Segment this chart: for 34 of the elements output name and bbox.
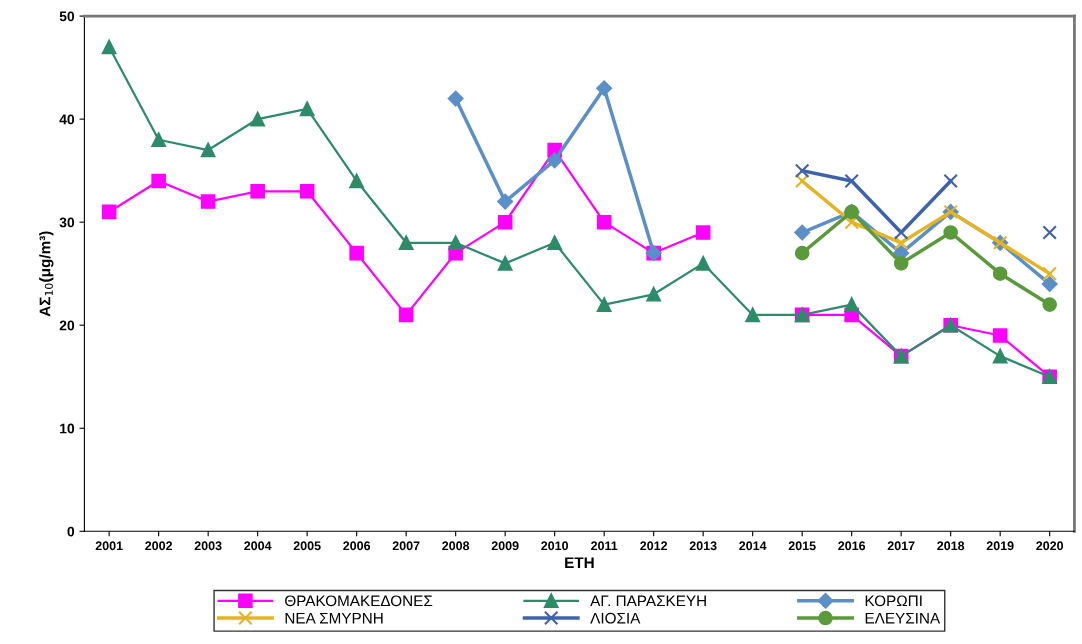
legend-label: ΘΡΑΚΟΜΑΚΕΔΟΝΕΣ bbox=[285, 595, 433, 607]
x-tick-label: 2011 bbox=[591, 541, 618, 551]
x-tick-label: 2008 bbox=[442, 541, 470, 551]
x-tick-label: 2012 bbox=[640, 541, 668, 551]
x-tick-label: 2004 bbox=[244, 541, 272, 551]
legend-label: ΑΓ. ΠΑΡΑΣΚΕΥΗ bbox=[590, 595, 706, 607]
x-tick-label: 2001 bbox=[95, 541, 123, 551]
x-tick-label: 2006 bbox=[343, 541, 371, 551]
x-tick-label: 2014 bbox=[739, 541, 767, 551]
legend-label: ΚΟΡΩΠΙ bbox=[865, 595, 922, 607]
x-tick-label: 2019 bbox=[986, 541, 1014, 551]
x-tick-label: 2020 bbox=[1036, 541, 1064, 551]
x-tick-label: 2003 bbox=[194, 541, 222, 551]
y-tick-label: 0 bbox=[67, 526, 75, 537]
y-tick-label: 30 bbox=[59, 217, 75, 228]
y-tick-label: 10 bbox=[60, 423, 75, 434]
x-tick-label: 2005 bbox=[293, 541, 321, 551]
x-tick-label: 2009 bbox=[491, 541, 519, 551]
y-axis-title: ΑΣ$_{10}$(μg/m³) bbox=[39, 231, 54, 317]
x-tick-label: 2002 bbox=[145, 541, 173, 551]
x-tick-label: 2007 bbox=[392, 541, 420, 551]
legend-label: ΝΕΑ ΣΜΥΡΝΗ bbox=[285, 612, 383, 624]
legend-label: ΕΛΕΥΣΙΝΑ bbox=[865, 612, 941, 624]
x-tick-label: 2010 bbox=[541, 541, 569, 551]
y-tick-label: 50 bbox=[59, 11, 75, 22]
y-tick-label: 20 bbox=[59, 320, 75, 331]
x-tick-label: 2013 bbox=[689, 541, 717, 551]
legend-label: ΛΙΟΣΙΑ bbox=[590, 612, 641, 624]
x-tick-label: 2017 bbox=[887, 541, 915, 551]
x-tick-label: 2016 bbox=[838, 541, 866, 551]
x-axis-title: ΕΤΗ bbox=[565, 557, 594, 568]
x-tick-label: 2018 bbox=[937, 541, 965, 551]
y-tick-label: 40 bbox=[59, 114, 75, 125]
x-tick-label: 2015 bbox=[788, 541, 816, 551]
